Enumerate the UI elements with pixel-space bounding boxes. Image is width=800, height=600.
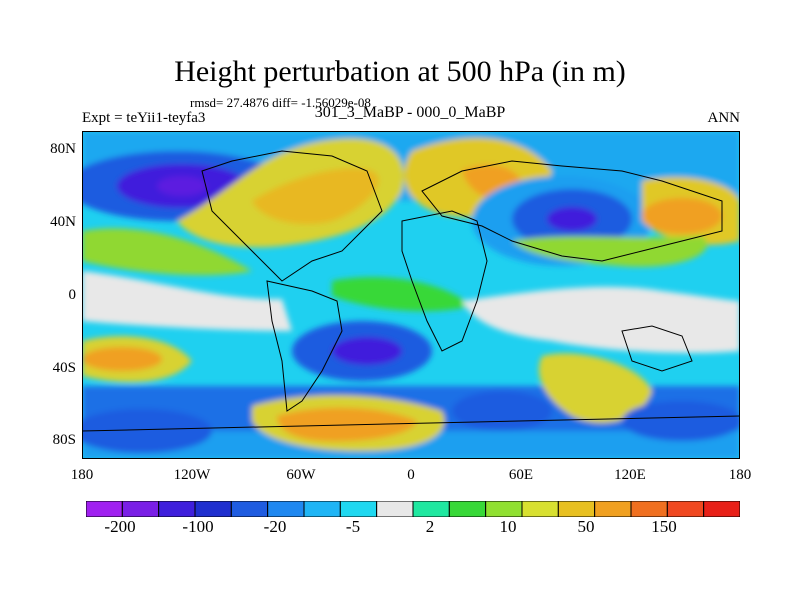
colorbar-label-10: 10 — [499, 517, 517, 536]
colorbar-label-minus100: -100 — [182, 517, 214, 536]
lon-tick-180e: 180 — [728, 467, 752, 483]
rmsd-diff-stats: rmsd= 27.4876 diff= -1.56029e-08 — [190, 95, 371, 110]
season-label: ANN — [707, 110, 741, 126]
colorbar-box — [194, 501, 232, 517]
colorbar-box — [121, 501, 160, 517]
colorbar-box — [412, 501, 450, 517]
colorbar-box — [267, 501, 305, 517]
map-frame — [82, 131, 740, 459]
lon-tick-120w: 120W — [173, 467, 211, 483]
plot-title: Height perturbation at 500 hPa (in m) — [174, 55, 626, 88]
colorbar-box — [703, 501, 740, 517]
colorbar-box — [557, 501, 596, 517]
colorbar-box — [485, 501, 523, 517]
experiment-label: Expt = teYii1-teyfa3 — [82, 110, 206, 126]
colorbar-box — [666, 501, 705, 517]
contour-map-svg — [82, 131, 740, 459]
lat-tick-40s: 40S — [52, 360, 76, 376]
lat-tick-40n: 40N — [50, 214, 76, 230]
colorbar-label-minus200: -200 — [104, 517, 136, 536]
colorbar-box — [86, 501, 123, 517]
colorbar-box — [303, 501, 341, 517]
colorbar — [86, 501, 740, 517]
colorbar-box — [376, 501, 414, 517]
colorbar-box — [230, 501, 269, 517]
lat-tick-80n: 80N — [50, 141, 76, 157]
colorbar-label-50: 50 — [577, 517, 595, 536]
colorbar-box — [630, 501, 668, 517]
colorbar-label-150: 150 — [651, 517, 677, 536]
lat-tick-0: 0 — [68, 287, 77, 303]
lon-tick-180w: 180 — [70, 467, 94, 483]
colorbar-box — [448, 501, 487, 517]
colorbar-label-2: 2 — [425, 517, 435, 536]
coastlines — [82, 150, 740, 432]
colorbar-label-minus20: -20 — [263, 517, 287, 536]
colorbar-box — [521, 501, 559, 517]
colorbar-box — [158, 501, 196, 517]
lon-tick-0: 0 — [407, 467, 415, 483]
period-label: 301_3_MaBP - 000_0_MaBP — [314, 104, 506, 121]
lon-tick-60e: 60E — [508, 467, 534, 483]
colorbar-label-minus5: -5 — [345, 517, 361, 536]
colorbar-box — [339, 501, 378, 517]
lat-tick-80s: 80S — [52, 432, 76, 448]
colorbar-box — [594, 501, 632, 517]
lon-tick-60w: 60W — [286, 467, 316, 483]
contour-map — [82, 131, 740, 459]
lon-tick-120e: 120E — [614, 467, 646, 483]
